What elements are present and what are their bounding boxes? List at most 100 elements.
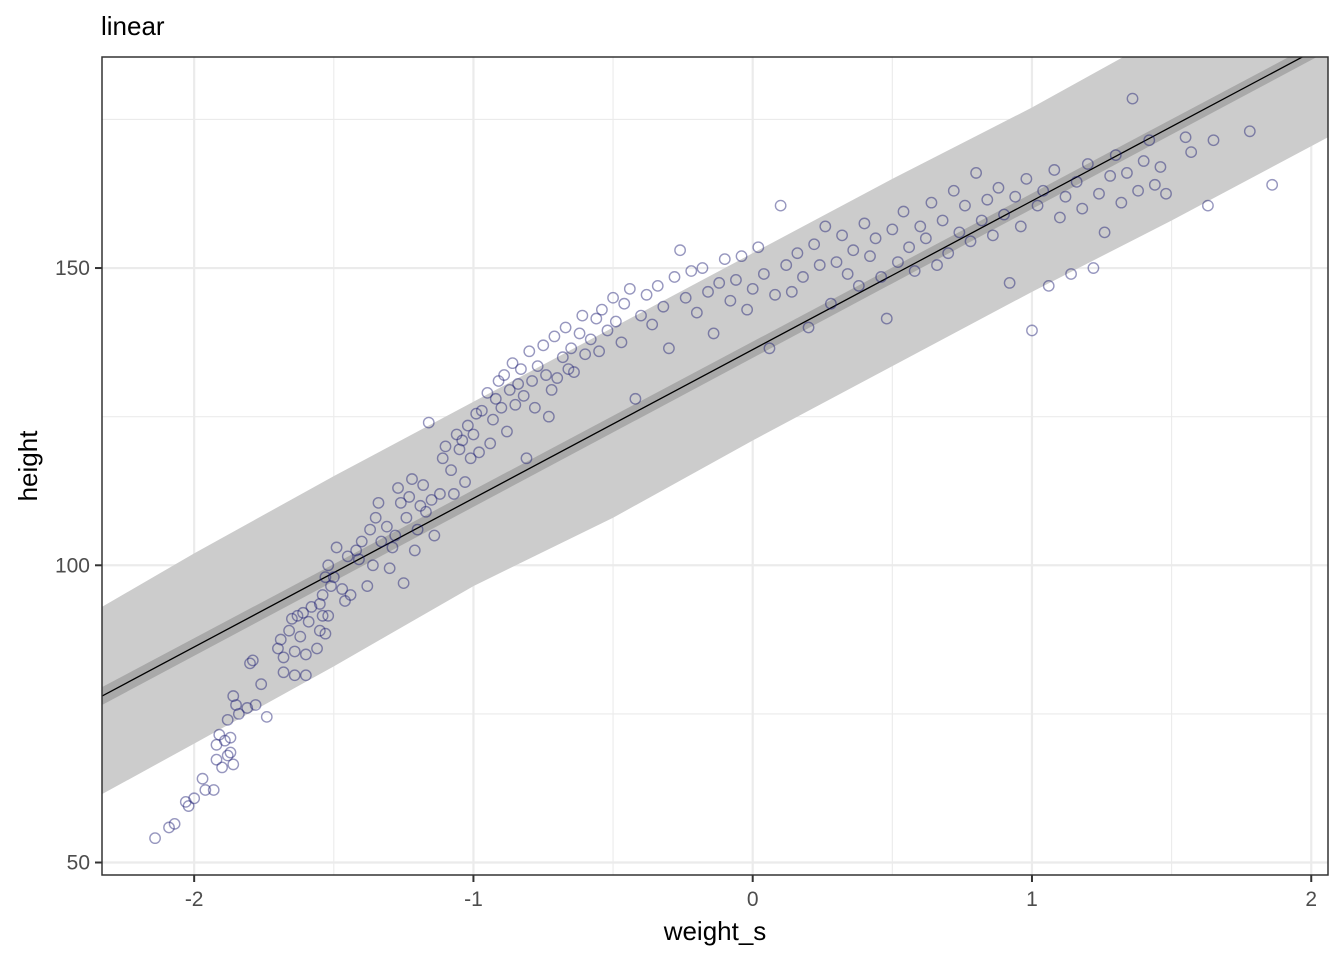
data-point [506, 357, 519, 370]
data-point [741, 303, 754, 316]
data-point [690, 306, 703, 319]
data-point [492, 375, 505, 387]
data-point [696, 262, 709, 274]
data-point [668, 271, 681, 283]
data-point [830, 256, 843, 268]
data-point [299, 669, 312, 682]
data-point [886, 223, 899, 236]
data-point [847, 244, 860, 257]
data-point [408, 544, 421, 557]
data-point [255, 678, 268, 691]
data-point [819, 220, 832, 233]
data-point [149, 832, 161, 845]
data-point [565, 342, 578, 355]
data-point [470, 407, 483, 420]
data-point [545, 384, 558, 396]
data-point [503, 384, 516, 396]
data-point [931, 259, 943, 271]
data-point [651, 279, 664, 292]
fit-line [102, 57, 1304, 697]
x-axis: -2 -1 0 1 2 [185, 875, 1317, 911]
data-point [947, 184, 960, 197]
data-point [207, 784, 220, 796]
data-point [325, 580, 337, 592]
data-point [227, 758, 240, 771]
data-point [369, 511, 382, 524]
data-point [302, 615, 315, 628]
data-point [291, 609, 304, 622]
data-point [372, 496, 385, 509]
data-point [780, 259, 793, 271]
data-point [350, 544, 363, 557]
data-point [520, 452, 533, 465]
data-point [515, 363, 527, 376]
data-point [556, 351, 569, 364]
data-point [188, 792, 201, 805]
x-tick-label: -2 [185, 888, 204, 911]
data-point [414, 499, 427, 512]
data-point [509, 398, 522, 411]
data-point [400, 511, 413, 524]
data-point [283, 624, 296, 637]
data-point [674, 244, 686, 257]
data-point [1207, 134, 1220, 147]
data-point [542, 410, 555, 423]
data-point [417, 479, 430, 491]
data-point [1076, 202, 1089, 215]
data-point [573, 327, 586, 340]
data-point [908, 265, 921, 277]
data-point [869, 232, 882, 245]
data-point [216, 761, 228, 774]
data-point [824, 297, 837, 310]
data-point [942, 247, 955, 260]
data-point [473, 446, 485, 459]
data-point [386, 541, 399, 554]
data-point [294, 630, 307, 643]
data-point [540, 369, 552, 381]
data-point [322, 559, 335, 572]
data-point [981, 193, 994, 206]
data-point [230, 699, 242, 711]
data-point [1115, 196, 1128, 209]
data-point [199, 784, 212, 796]
data-point [607, 291, 619, 304]
data-point [640, 288, 653, 301]
data-point [464, 452, 477, 465]
chart-title: linear [101, 11, 165, 41]
data-point [274, 633, 287, 646]
data-point [1081, 158, 1094, 170]
data-point [182, 800, 195, 812]
data-point [1037, 184, 1050, 197]
data-point [313, 598, 326, 610]
data-point [864, 250, 876, 263]
data-point [618, 297, 631, 310]
data-point [425, 493, 438, 506]
data-point [1020, 172, 1033, 185]
data-point [316, 609, 329, 622]
data-point [1179, 131, 1192, 144]
data-point [752, 241, 765, 254]
data-point [975, 214, 988, 227]
data-point [475, 404, 488, 417]
data-point [1098, 226, 1111, 239]
data-point [623, 282, 636, 295]
data-point [447, 488, 460, 500]
data-point [537, 339, 550, 352]
data-point [224, 746, 237, 759]
data-point [802, 321, 815, 334]
data-point [221, 713, 234, 726]
data-point [260, 710, 273, 723]
data-point [925, 196, 938, 209]
data-point [584, 333, 597, 346]
data-point [305, 600, 318, 613]
data-point [713, 277, 726, 289]
data-point [241, 702, 254, 714]
data-point [397, 577, 410, 590]
data-point [439, 440, 452, 453]
data-point [336, 583, 349, 595]
data-point [1266, 178, 1279, 191]
data-point [330, 541, 343, 554]
data-point [841, 268, 854, 280]
data-point [875, 271, 888, 283]
data-point [461, 419, 474, 432]
